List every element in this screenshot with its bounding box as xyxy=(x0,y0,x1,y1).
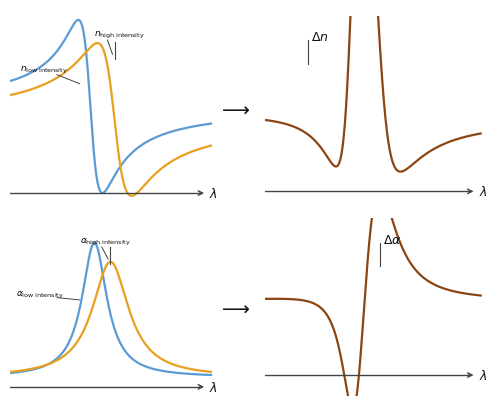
Text: $\Delta n$: $\Delta n$ xyxy=(312,31,329,44)
Text: $n_{\mathrm{high\ intensity}}$: $n_{\mathrm{high\ intensity}}$ xyxy=(94,30,145,41)
Text: $\longrightarrow$: $\longrightarrow$ xyxy=(218,100,250,119)
Text: $\alpha_{\mathrm{low\ intensity}}$: $\alpha_{\mathrm{low\ intensity}}$ xyxy=(16,289,64,300)
Text: $\lambda$: $\lambda$ xyxy=(209,187,218,201)
Text: $\Delta\alpha$: $\Delta\alpha$ xyxy=(383,234,402,247)
Text: $\lambda$: $\lambda$ xyxy=(478,368,487,382)
Text: $\alpha_{\mathrm{high\ intensity}}$: $\alpha_{\mathrm{high\ intensity}}$ xyxy=(80,236,131,247)
Text: $\longrightarrow$: $\longrightarrow$ xyxy=(218,298,250,317)
Text: $\lambda$: $\lambda$ xyxy=(478,185,487,199)
Text: $n_{\mathrm{low\ intensity}}$: $n_{\mathrm{low\ intensity}}$ xyxy=(20,64,68,76)
Text: $\lambda$: $\lambda$ xyxy=(209,380,218,394)
